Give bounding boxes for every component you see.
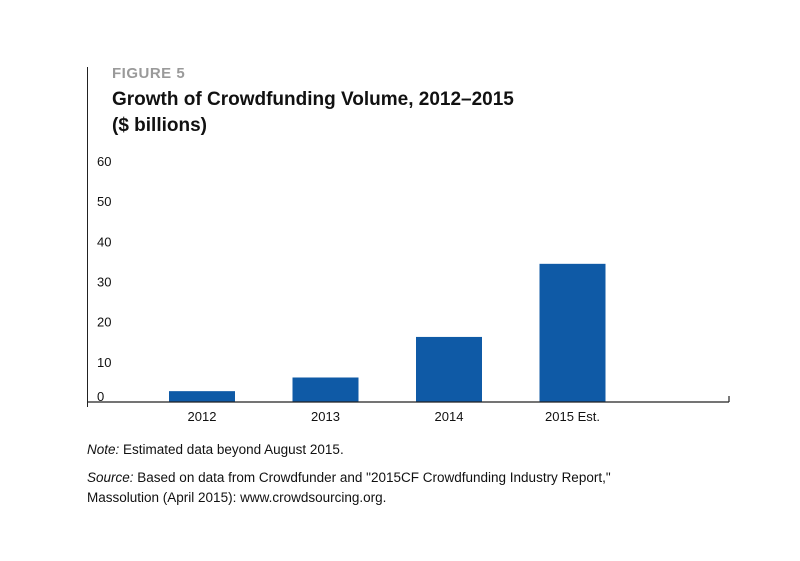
y-tick-label: 20 xyxy=(97,315,111,330)
x-tick-label: 2013 xyxy=(311,409,340,424)
figure-label: FIGURE 5 xyxy=(112,65,186,82)
x-tick-label: 2014 xyxy=(435,409,464,424)
x-tick-label: 2015 Est. xyxy=(545,409,600,424)
chart-source: Source: Based on data from Crowdfunder a… xyxy=(87,468,727,508)
bar-2014 xyxy=(416,336,482,402)
chart-title: Growth of Crowdfunding Volume, 2012–2015 xyxy=(112,89,514,110)
y-tick-label: 40 xyxy=(97,234,111,249)
bar-2012 xyxy=(169,391,235,402)
bar-2015-est xyxy=(539,263,606,402)
bar-chart: 0 10 20 30 40 50 60 2012 2013 2014 2015 Est. xyxy=(87,154,730,424)
bars xyxy=(169,263,606,402)
source-line-1: Based on data from Crowdfunder and "2015… xyxy=(133,470,611,485)
source-label: Source: xyxy=(87,470,134,485)
y-tick-label: 60 xyxy=(97,154,111,169)
left-frame-line xyxy=(87,67,88,407)
y-tick-label: 30 xyxy=(97,275,111,290)
y-tick-label: 50 xyxy=(97,194,111,209)
x-tick-label: 2012 xyxy=(188,409,217,424)
y-tick-label: 0 xyxy=(97,389,104,404)
y-axis-ticks: 0 10 20 30 40 50 60 xyxy=(97,154,111,404)
chart-note: Note: Estimated data beyond August 2015. xyxy=(87,442,344,457)
y-tick-label: 10 xyxy=(97,355,111,370)
bar-2013 xyxy=(292,377,359,402)
note-label: Note: xyxy=(87,442,120,457)
note-text: Estimated data beyond August 2015. xyxy=(119,442,344,457)
chart-subtitle: ($ billions) xyxy=(112,115,207,136)
x-axis-labels: 2012 2013 2014 2015 Est. xyxy=(188,409,600,424)
source-line-2: Massolution (April 2015): www.crowdsourc… xyxy=(87,490,387,505)
